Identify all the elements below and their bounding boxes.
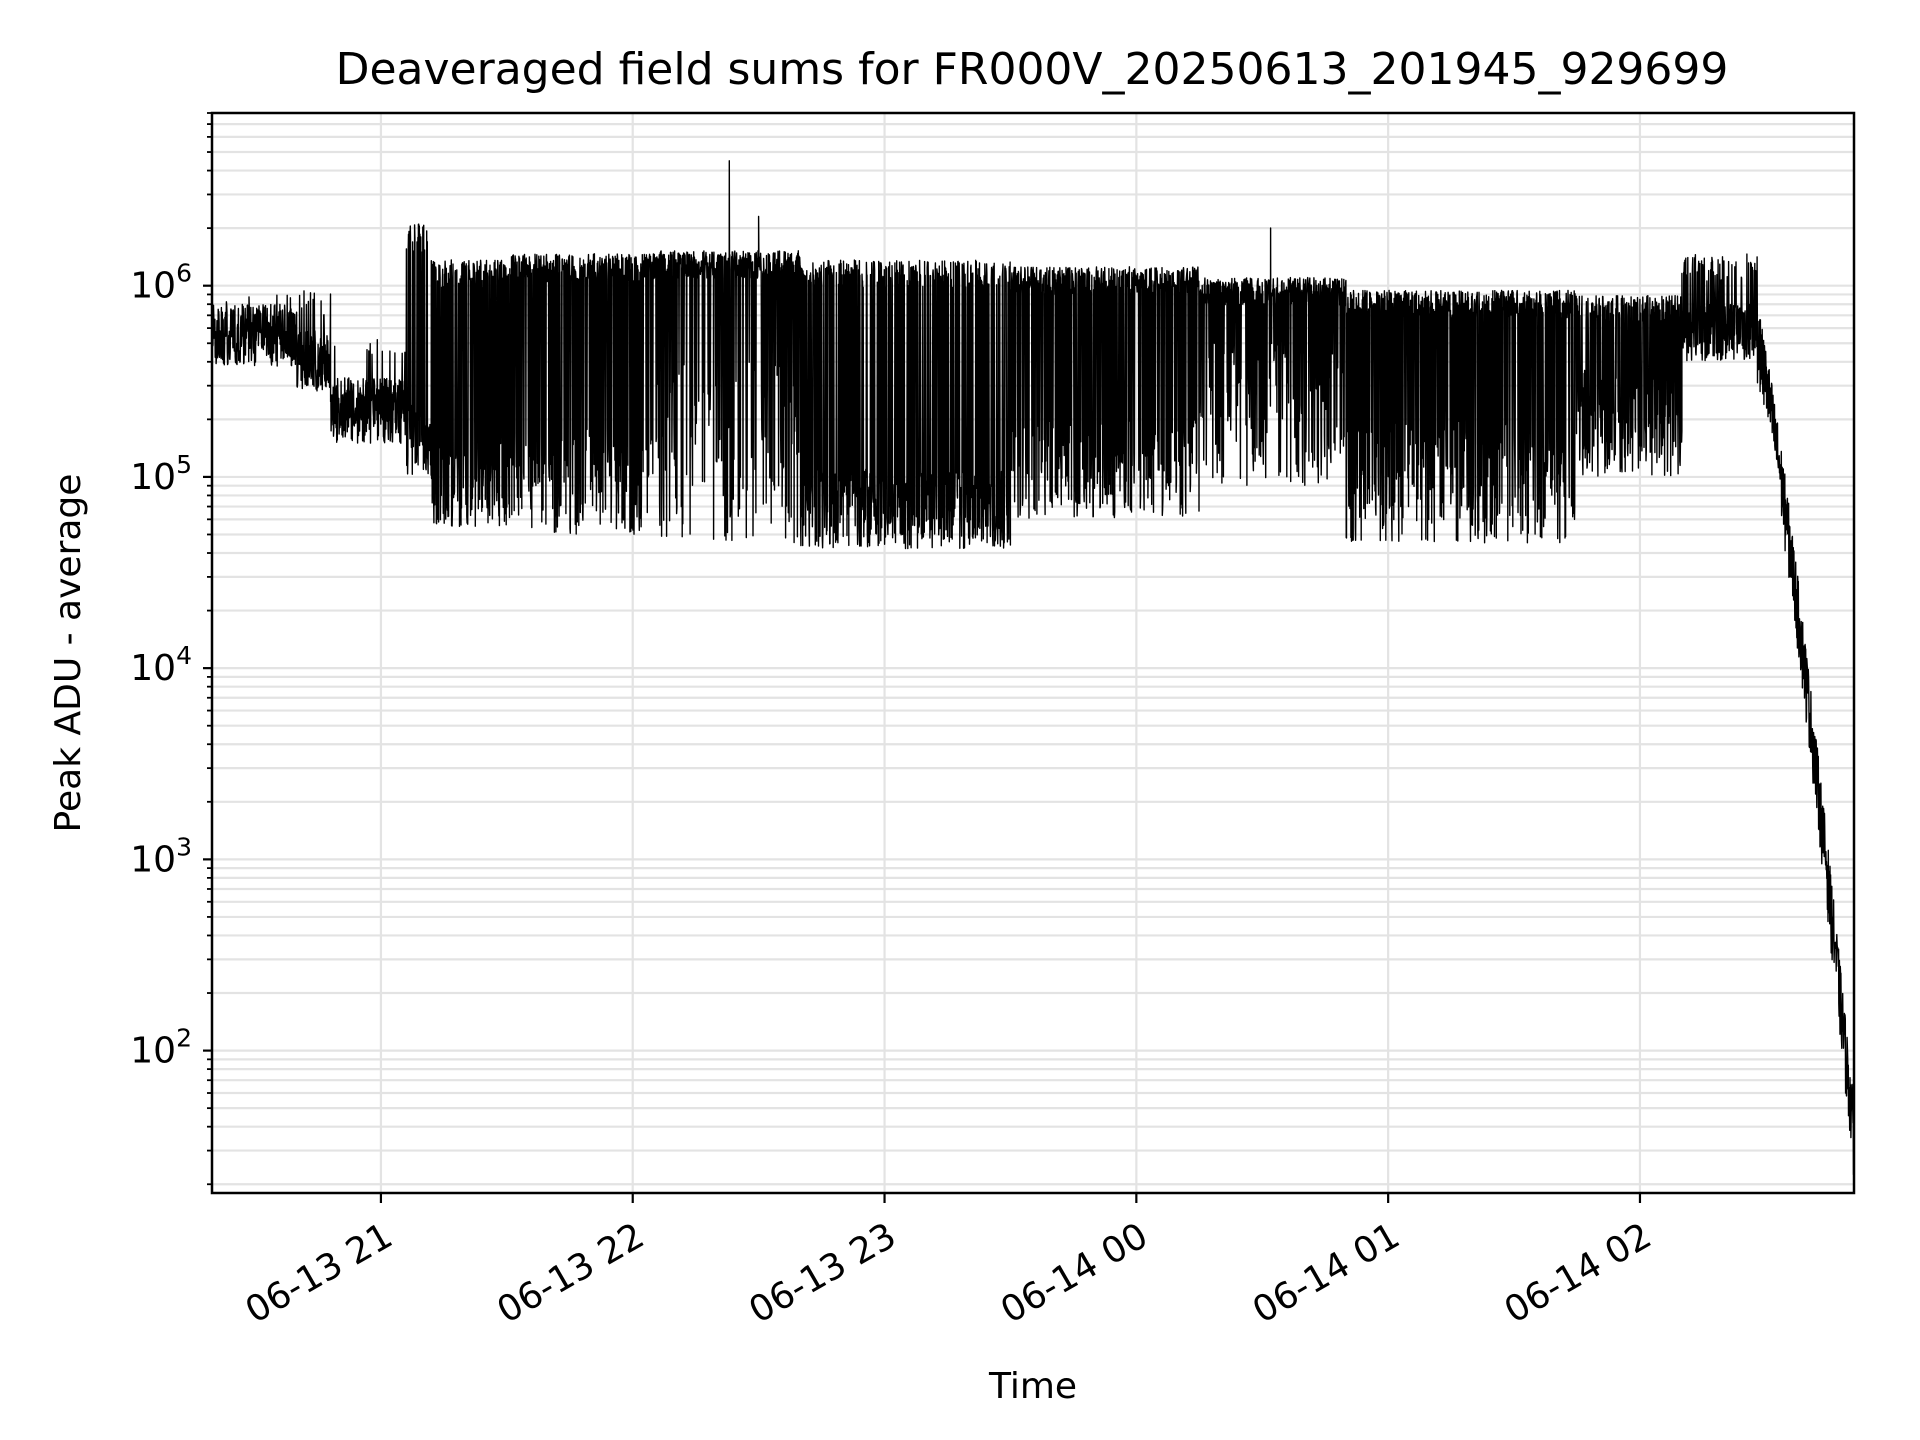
- y-tick-label: 106: [130, 259, 192, 307]
- y-tick-label: 103: [130, 832, 192, 880]
- y-tick-label: 104: [130, 641, 192, 689]
- y-tick-label: 105: [130, 450, 192, 498]
- y-axis-ticks: 102 103 104 105 106: [130, 112, 212, 1186]
- series-layer: [211, 160, 1855, 1176]
- x-axis-label: Time: [988, 1366, 1077, 1407]
- plot-area-frame: [210, 111, 1856, 1195]
- series-line-0: [211, 160, 1855, 1176]
- y-axis-label: Peak ADU - average: [48, 474, 89, 833]
- chart-title: Deaveraged field sums for FR000V_2025061…: [336, 44, 1729, 95]
- y-tick-label: 102: [130, 1024, 192, 1072]
